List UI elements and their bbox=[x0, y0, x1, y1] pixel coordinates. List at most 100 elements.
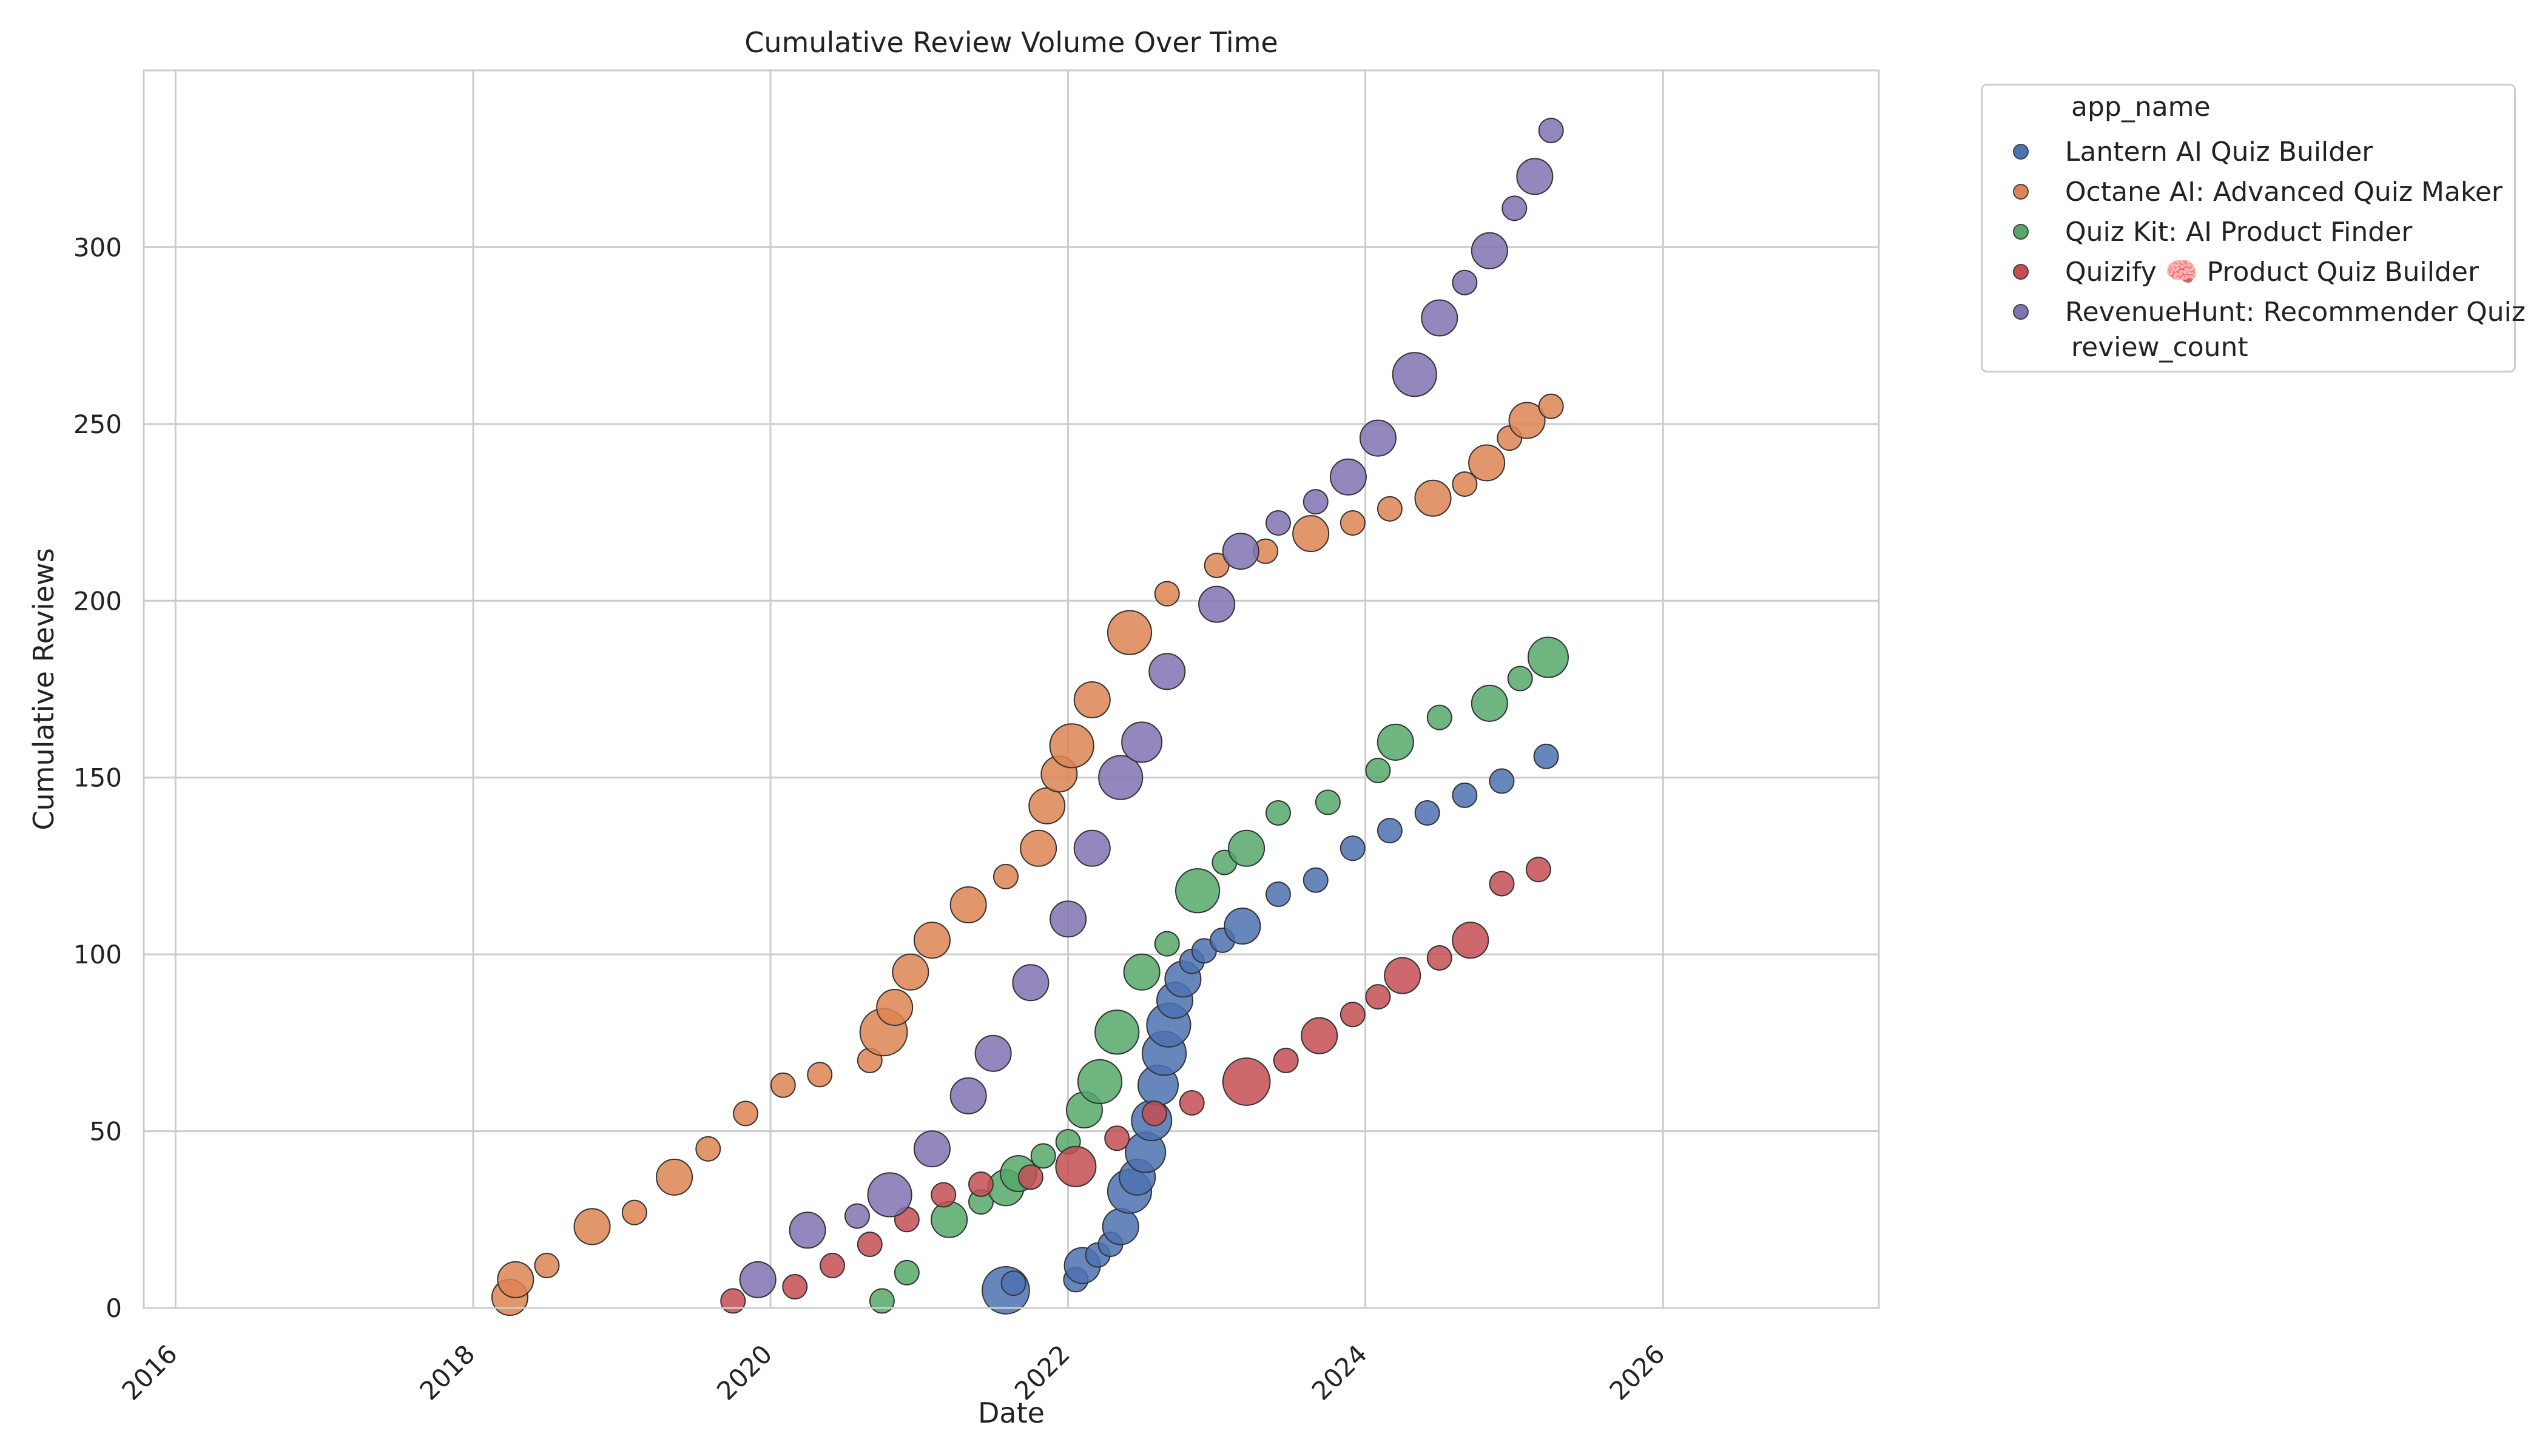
y-tick-label: 300 bbox=[73, 232, 122, 262]
data-point bbox=[1340, 1002, 1366, 1028]
data-point bbox=[1073, 681, 1111, 719]
data-point bbox=[1228, 829, 1266, 867]
data-point bbox=[1030, 1143, 1056, 1169]
data-point bbox=[876, 989, 914, 1026]
data-point bbox=[1471, 232, 1508, 269]
data-point bbox=[1273, 1048, 1299, 1073]
data-point bbox=[695, 1136, 721, 1162]
data-point bbox=[931, 1182, 957, 1208]
data-point bbox=[789, 1212, 826, 1249]
data-point bbox=[1077, 1059, 1123, 1105]
y-tick-labels: 0 50 100 150 200 250 300 bbox=[73, 232, 122, 1323]
data-point bbox=[1508, 402, 1546, 439]
data-point bbox=[1303, 489, 1329, 515]
x-axis-label: Date bbox=[978, 1397, 1045, 1429]
y-tick-label: 50 bbox=[90, 1117, 122, 1147]
data-point bbox=[844, 1203, 870, 1229]
legend-label: Octane AI: Advanced Quiz Maker bbox=[2065, 176, 2503, 207]
data-point bbox=[1049, 723, 1094, 769]
data-point bbox=[720, 1288, 746, 1314]
data-point bbox=[1028, 787, 1066, 824]
y-tick-label: 250 bbox=[73, 410, 122, 439]
legend-label: Quizify 🧠 Product Quiz Builder bbox=[2065, 257, 2479, 288]
y-axis-label: Cumulative Reviews bbox=[27, 548, 60, 830]
data-point bbox=[1148, 653, 1186, 690]
data-point bbox=[782, 1274, 808, 1300]
data-point bbox=[1265, 800, 1291, 826]
data-point bbox=[913, 1130, 951, 1168]
data-point bbox=[1340, 835, 1366, 861]
y-tick-label: 200 bbox=[73, 586, 122, 616]
legend-hue-title: app_name bbox=[2071, 92, 2211, 123]
data-point bbox=[892, 953, 929, 991]
data-point bbox=[1533, 743, 1559, 769]
data-point bbox=[1452, 471, 1478, 497]
data-point bbox=[1329, 458, 1367, 496]
data-point bbox=[1538, 118, 1564, 144]
data-point bbox=[1377, 723, 1414, 761]
x-tick-label: 2026 bbox=[1603, 1339, 1670, 1406]
data-point bbox=[968, 1171, 994, 1197]
data-point bbox=[1154, 581, 1180, 607]
grid bbox=[144, 70, 1879, 1309]
x-tick-label: 2018 bbox=[414, 1339, 480, 1406]
data-point bbox=[1222, 1057, 1271, 1106]
data-point bbox=[1175, 868, 1221, 914]
data-point bbox=[1392, 352, 1437, 397]
data-point bbox=[949, 886, 987, 924]
data-point bbox=[1315, 789, 1341, 815]
data-point bbox=[1377, 496, 1403, 522]
legend: app_name Lantern AI Quiz Builder Octane A… bbox=[1981, 84, 2526, 372]
data-point bbox=[1179, 1090, 1205, 1116]
data-point bbox=[1000, 1270, 1026, 1296]
series bbox=[491, 393, 1564, 1316]
data-point bbox=[1222, 533, 1259, 570]
data-point bbox=[1359, 419, 1397, 457]
legend-label: Lantern AI Quiz Builder bbox=[2065, 136, 2373, 167]
data-point bbox=[1141, 1100, 1167, 1127]
data-point bbox=[974, 1034, 1012, 1072]
data-point bbox=[1073, 829, 1111, 867]
y-tick-label: 100 bbox=[73, 940, 122, 969]
data-point bbox=[949, 1077, 987, 1114]
data-point bbox=[1471, 684, 1508, 722]
data-point bbox=[1123, 953, 1161, 991]
data-point bbox=[1452, 922, 1489, 959]
data-point bbox=[1340, 510, 1366, 536]
y-tick-label: 150 bbox=[73, 763, 122, 793]
data-point bbox=[1468, 444, 1506, 482]
data-point bbox=[1050, 900, 1087, 938]
series bbox=[720, 857, 1551, 1314]
legend-marker bbox=[2013, 144, 2029, 160]
data-point bbox=[931, 1201, 968, 1238]
data-point bbox=[1365, 984, 1391, 1010]
plot-area bbox=[144, 70, 1879, 1308]
data-point bbox=[1102, 1208, 1139, 1245]
data-point bbox=[1452, 269, 1478, 295]
data-point bbox=[807, 1062, 833, 1088]
legend-entry: RevenueHunt: Recommender Quiz bbox=[1983, 292, 2526, 332]
x-tick-labels: 2016 2018 2020 2022 2024 2026 bbox=[116, 1339, 1670, 1406]
data-point bbox=[857, 1232, 883, 1258]
legend-size-title: review_count bbox=[2071, 332, 2248, 363]
data-points bbox=[491, 118, 1569, 1316]
data-point bbox=[1527, 636, 1569, 678]
data-point bbox=[1489, 871, 1515, 897]
data-point bbox=[733, 1100, 759, 1127]
y-tick-label: 0 bbox=[106, 1293, 122, 1323]
data-point bbox=[656, 1158, 693, 1196]
data-point bbox=[1265, 881, 1291, 908]
data-point bbox=[1426, 945, 1452, 971]
data-point bbox=[1452, 782, 1478, 808]
data-point bbox=[1055, 1145, 1097, 1187]
x-tick-label: 2022 bbox=[1009, 1339, 1076, 1406]
data-point bbox=[1516, 158, 1554, 195]
plot-frame bbox=[143, 69, 1880, 1309]
data-point bbox=[1502, 195, 1528, 221]
x-tick-label: 2020 bbox=[711, 1339, 778, 1406]
data-point bbox=[1198, 585, 1236, 623]
data-point bbox=[1384, 957, 1421, 994]
chart-title: Cumulative Review Volume Over Time bbox=[744, 26, 1278, 59]
data-point bbox=[1507, 666, 1533, 692]
data-point bbox=[1121, 721, 1163, 763]
